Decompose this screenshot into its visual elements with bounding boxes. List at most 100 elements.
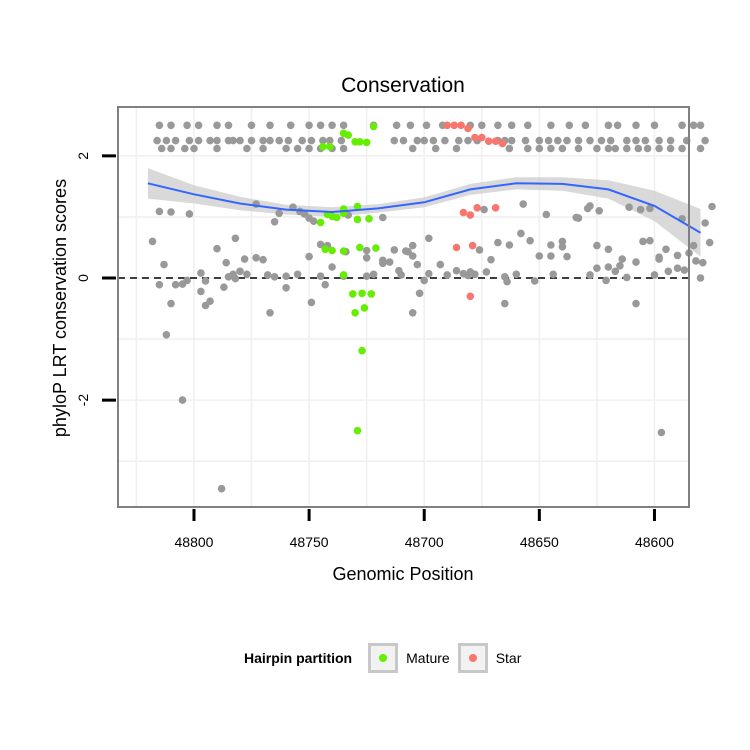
background-point — [636, 205, 645, 214]
background-point — [655, 144, 663, 153]
background-point — [236, 267, 244, 276]
background-point — [275, 136, 284, 145]
background-point — [558, 243, 567, 251]
background-point — [316, 240, 325, 249]
background-point — [224, 273, 233, 281]
background-point — [641, 136, 650, 145]
mature-point — [353, 215, 362, 224]
background-point — [606, 136, 615, 145]
background-point — [160, 260, 168, 269]
background-point — [425, 234, 433, 243]
background-point — [300, 210, 309, 218]
background-point — [574, 136, 583, 145]
y-axis: 2 0 -2 — [75, 152, 116, 406]
background-point — [284, 136, 293, 145]
background-point — [696, 144, 705, 153]
background-point — [213, 136, 221, 145]
background-point — [680, 266, 689, 274]
x-tick-label: 48700 — [405, 534, 444, 550]
mature-point — [316, 218, 325, 227]
mature-point — [358, 346, 366, 355]
background-point — [441, 136, 449, 145]
background-point — [408, 144, 417, 153]
mature-point — [349, 290, 357, 298]
background-point — [298, 136, 307, 145]
star-point — [491, 204, 500, 212]
background-point — [604, 263, 613, 271]
background-point — [701, 136, 709, 145]
background-point — [639, 237, 647, 246]
legend-key-mature — [368, 643, 399, 673]
legend-label-mature: Mature — [406, 650, 450, 666]
background-point — [478, 121, 486, 130]
background-point — [167, 144, 175, 153]
background-point — [632, 299, 640, 308]
background-point — [503, 277, 511, 286]
background-point — [452, 144, 461, 153]
star-point — [471, 133, 479, 142]
background-point — [431, 144, 440, 153]
background-point — [692, 257, 700, 265]
background-point — [415, 289, 424, 298]
y-tick-label: 0 — [75, 274, 91, 282]
mature-point — [367, 290, 376, 298]
background-point — [282, 284, 290, 292]
background-point — [259, 144, 267, 153]
background-point — [321, 280, 330, 289]
background-point — [604, 121, 613, 130]
background-point — [385, 258, 394, 266]
star-point — [466, 292, 475, 301]
background-point — [632, 136, 640, 145]
mature-point — [369, 122, 378, 131]
background-point — [213, 121, 221, 130]
x-tick-label: 48650 — [520, 534, 559, 550]
background-point — [572, 213, 580, 222]
background-point — [625, 203, 633, 211]
background-point — [305, 252, 313, 261]
background-point — [319, 136, 327, 145]
background-point — [206, 297, 214, 306]
background-point — [213, 244, 221, 253]
background-point — [505, 144, 514, 153]
background-point — [213, 144, 221, 153]
mature-point — [351, 309, 359, 317]
background-point — [705, 238, 714, 247]
background-point — [662, 245, 670, 254]
background-point — [646, 204, 654, 213]
background-point — [305, 121, 313, 130]
star-point — [484, 137, 493, 145]
background-point — [286, 121, 295, 130]
background-point — [650, 271, 659, 279]
background-point — [252, 253, 260, 262]
mature-point — [358, 289, 366, 298]
background-point — [266, 121, 274, 130]
background-point — [505, 241, 514, 249]
background-point — [197, 269, 205, 277]
background-point — [623, 273, 631, 282]
background-point — [183, 276, 191, 285]
grid-lines — [118, 107, 689, 507]
background-point — [689, 241, 698, 250]
background-point — [240, 255, 249, 263]
background-point — [542, 210, 551, 219]
background-point — [185, 210, 194, 218]
background-point — [593, 264, 601, 273]
background-point — [586, 136, 594, 145]
background-point — [243, 270, 251, 279]
x-axis-label: Genomic Position — [332, 564, 473, 584]
background-point — [153, 136, 161, 145]
chart-title: Conservation — [341, 74, 465, 97]
background-point — [673, 251, 682, 260]
background-point — [507, 136, 516, 145]
background-point — [646, 236, 654, 245]
background-point — [480, 205, 488, 214]
background-point — [275, 209, 284, 218]
background-point — [206, 136, 214, 145]
background-point — [655, 136, 663, 145]
background-point — [655, 255, 663, 263]
background-point — [565, 121, 574, 130]
star-point — [459, 208, 468, 217]
background-point — [217, 484, 226, 493]
y-tick-label: 2 — [75, 152, 91, 160]
